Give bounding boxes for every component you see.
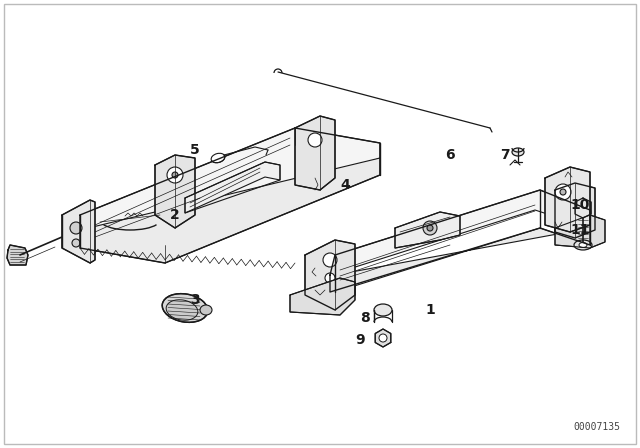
Polygon shape — [185, 162, 280, 213]
Ellipse shape — [512, 148, 524, 156]
Text: 2: 2 — [170, 208, 180, 222]
Circle shape — [172, 172, 178, 178]
Polygon shape — [290, 278, 355, 315]
Polygon shape — [555, 183, 595, 238]
Circle shape — [427, 225, 433, 231]
Circle shape — [325, 273, 335, 283]
Ellipse shape — [162, 293, 208, 323]
Polygon shape — [155, 155, 195, 228]
Text: 10: 10 — [570, 198, 589, 212]
Text: 4: 4 — [340, 178, 350, 192]
Circle shape — [308, 133, 322, 147]
Polygon shape — [7, 245, 28, 265]
Circle shape — [568, 206, 576, 214]
Polygon shape — [305, 240, 355, 310]
Ellipse shape — [211, 153, 225, 163]
Text: 5: 5 — [190, 143, 200, 157]
Polygon shape — [62, 200, 95, 263]
Circle shape — [167, 167, 183, 183]
Ellipse shape — [374, 304, 392, 316]
Text: 7: 7 — [500, 148, 510, 162]
Polygon shape — [295, 116, 335, 190]
Circle shape — [560, 189, 566, 195]
Ellipse shape — [166, 300, 198, 320]
Circle shape — [563, 201, 581, 219]
Circle shape — [555, 184, 571, 200]
Circle shape — [379, 334, 387, 342]
Polygon shape — [375, 329, 391, 347]
Circle shape — [423, 221, 437, 235]
Polygon shape — [80, 128, 380, 245]
Text: 00007135: 00007135 — [573, 422, 620, 432]
Polygon shape — [80, 158, 380, 263]
Circle shape — [72, 239, 80, 247]
Text: 9: 9 — [355, 333, 365, 347]
Polygon shape — [545, 167, 590, 232]
Text: 8: 8 — [360, 311, 370, 325]
Text: 6: 6 — [445, 148, 455, 162]
Polygon shape — [575, 198, 591, 218]
Text: 1: 1 — [425, 303, 435, 317]
Polygon shape — [395, 212, 460, 248]
Circle shape — [323, 253, 337, 267]
Text: 11: 11 — [570, 223, 589, 237]
Ellipse shape — [574, 240, 592, 250]
Polygon shape — [555, 215, 605, 248]
Circle shape — [70, 222, 82, 234]
Ellipse shape — [200, 305, 212, 315]
Ellipse shape — [579, 242, 587, 247]
Polygon shape — [330, 228, 590, 292]
Text: 3: 3 — [190, 293, 200, 307]
Polygon shape — [330, 190, 590, 275]
